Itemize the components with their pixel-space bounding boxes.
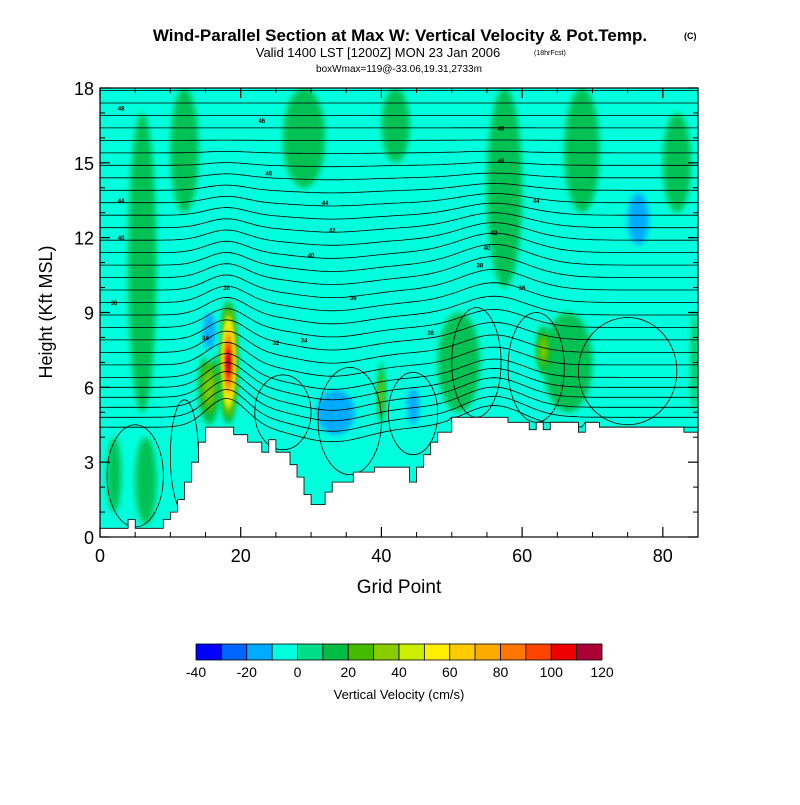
colorbar-label: Vertical Velocity (cm/s) [334, 687, 465, 702]
velocity-band [135, 437, 156, 524]
theta-label: 42 [491, 231, 498, 237]
velocity-feature [317, 390, 355, 435]
theta-label: 46 [258, 119, 265, 125]
theta-label: 44 [118, 199, 125, 205]
velocity-feature [628, 193, 649, 245]
theta-label: 40 [484, 246, 491, 252]
theta-label: 32 [273, 341, 280, 347]
colorbar-swatch [374, 644, 399, 660]
chart-title: Wind-Parallel Section at Max W: Vertical… [153, 26, 647, 45]
chart-subtitle: Valid 1400 LST [1200Z] MON 23 Jan 2006 [256, 45, 501, 60]
velocity-band [381, 88, 409, 163]
colorbar-swatch [247, 644, 272, 660]
plot-area: 48 46 48 46 46 44 44 44 42 42 40 40 40 38 36 36 36 36 34 36… [100, 88, 698, 539]
velocity-band [564, 88, 599, 213]
colorbar-tick-label: 100 [540, 664, 564, 680]
colorbar-tick-label: 20 [340, 664, 356, 680]
colorbar-swatch [424, 644, 449, 660]
colorbar-tick-label: 40 [391, 664, 407, 680]
y-tick-label: 0 [84, 528, 94, 548]
y-tick-label: 3 [84, 453, 94, 473]
y-tick-label: 18 [74, 79, 94, 99]
theta-label: 46 [266, 171, 273, 177]
forecast-tag: (18hrFcst) [534, 50, 566, 57]
colorbar-tick-label: 120 [590, 664, 614, 680]
x-tick-label: 60 [512, 546, 532, 566]
velocity-band [170, 88, 198, 213]
colorbar-swatch [475, 644, 500, 660]
theta-label: 36 [519, 286, 526, 292]
x-tick-label: 20 [231, 546, 251, 566]
colorbar-tick-label: -20 [237, 664, 257, 680]
colorbar-swatch [348, 644, 373, 660]
colorbar-swatch [196, 644, 221, 660]
colorbar-swatch [221, 644, 246, 660]
colorbar: -40 -20 0 20 40 60 80 100 120 [186, 644, 614, 680]
colorbar-swatch [551, 644, 576, 660]
colorbar-swatch [323, 644, 348, 660]
theta-contour [100, 140, 698, 141]
velocity-feature [203, 313, 216, 350]
y-tick-label: 12 [74, 229, 94, 249]
theta-label: 46 [498, 159, 505, 165]
theta-label: 38 [477, 264, 484, 270]
colorbar-tick-label: 0 [294, 664, 302, 680]
theta-label: 36 [350, 296, 357, 302]
colorbar-swatch [501, 644, 526, 660]
colorbar-swatch [577, 644, 602, 660]
y-tick-label: 6 [84, 378, 94, 398]
theta-label: 42 [329, 229, 336, 235]
theta-label: 36 [111, 301, 118, 307]
colorbar-tick-label: 80 [493, 664, 509, 680]
x-tick-label: 80 [653, 546, 673, 566]
velocity-band [107, 437, 121, 512]
theta-label: 40 [118, 236, 125, 242]
theta-label: 44 [533, 199, 540, 205]
theta-label: 48 [498, 126, 505, 132]
theta-label: 34 [202, 336, 209, 342]
theta-label: 48 [118, 106, 125, 112]
theta-label: 36 [223, 286, 230, 292]
colorbar-swatch [399, 644, 424, 660]
velocity-feature [407, 387, 420, 424]
x-tick-label: 40 [371, 546, 391, 566]
y-axis-label: Height (Kft MSL) [36, 245, 56, 378]
theta-label: 36 [427, 331, 434, 337]
box-info: boxWmax=119@-33.06,19.31,2733m [316, 64, 482, 75]
theta-label: 40 [308, 254, 315, 260]
colorbar-swatch [450, 644, 475, 660]
colorbar-tick-label: -40 [186, 664, 206, 680]
velocity-feature [540, 339, 546, 360]
x-tick-label: 0 [95, 546, 105, 566]
velocity-band [128, 113, 156, 412]
colorbar-swatch [526, 644, 551, 660]
y-tick-label: 9 [84, 304, 94, 324]
colorbar-swatch [298, 644, 323, 660]
y-tick-label: 15 [74, 154, 94, 174]
theta-label: 34 [301, 338, 308, 344]
colorbar-tick-label: 60 [442, 664, 458, 680]
theta-label: 44 [322, 201, 329, 207]
x-axis-label: Grid Point [357, 577, 442, 598]
velocity-feature [380, 380, 383, 407]
colorbar-swatch [272, 644, 297, 660]
title-tag: (C) [684, 31, 697, 41]
